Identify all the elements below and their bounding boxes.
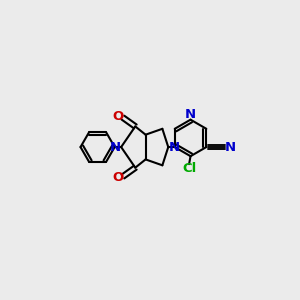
Text: N: N (168, 141, 179, 154)
Text: N: N (185, 108, 196, 121)
Text: N: N (225, 141, 236, 154)
Text: N: N (110, 141, 121, 154)
Text: O: O (113, 110, 124, 123)
Text: Cl: Cl (182, 162, 196, 175)
Text: O: O (113, 171, 124, 184)
